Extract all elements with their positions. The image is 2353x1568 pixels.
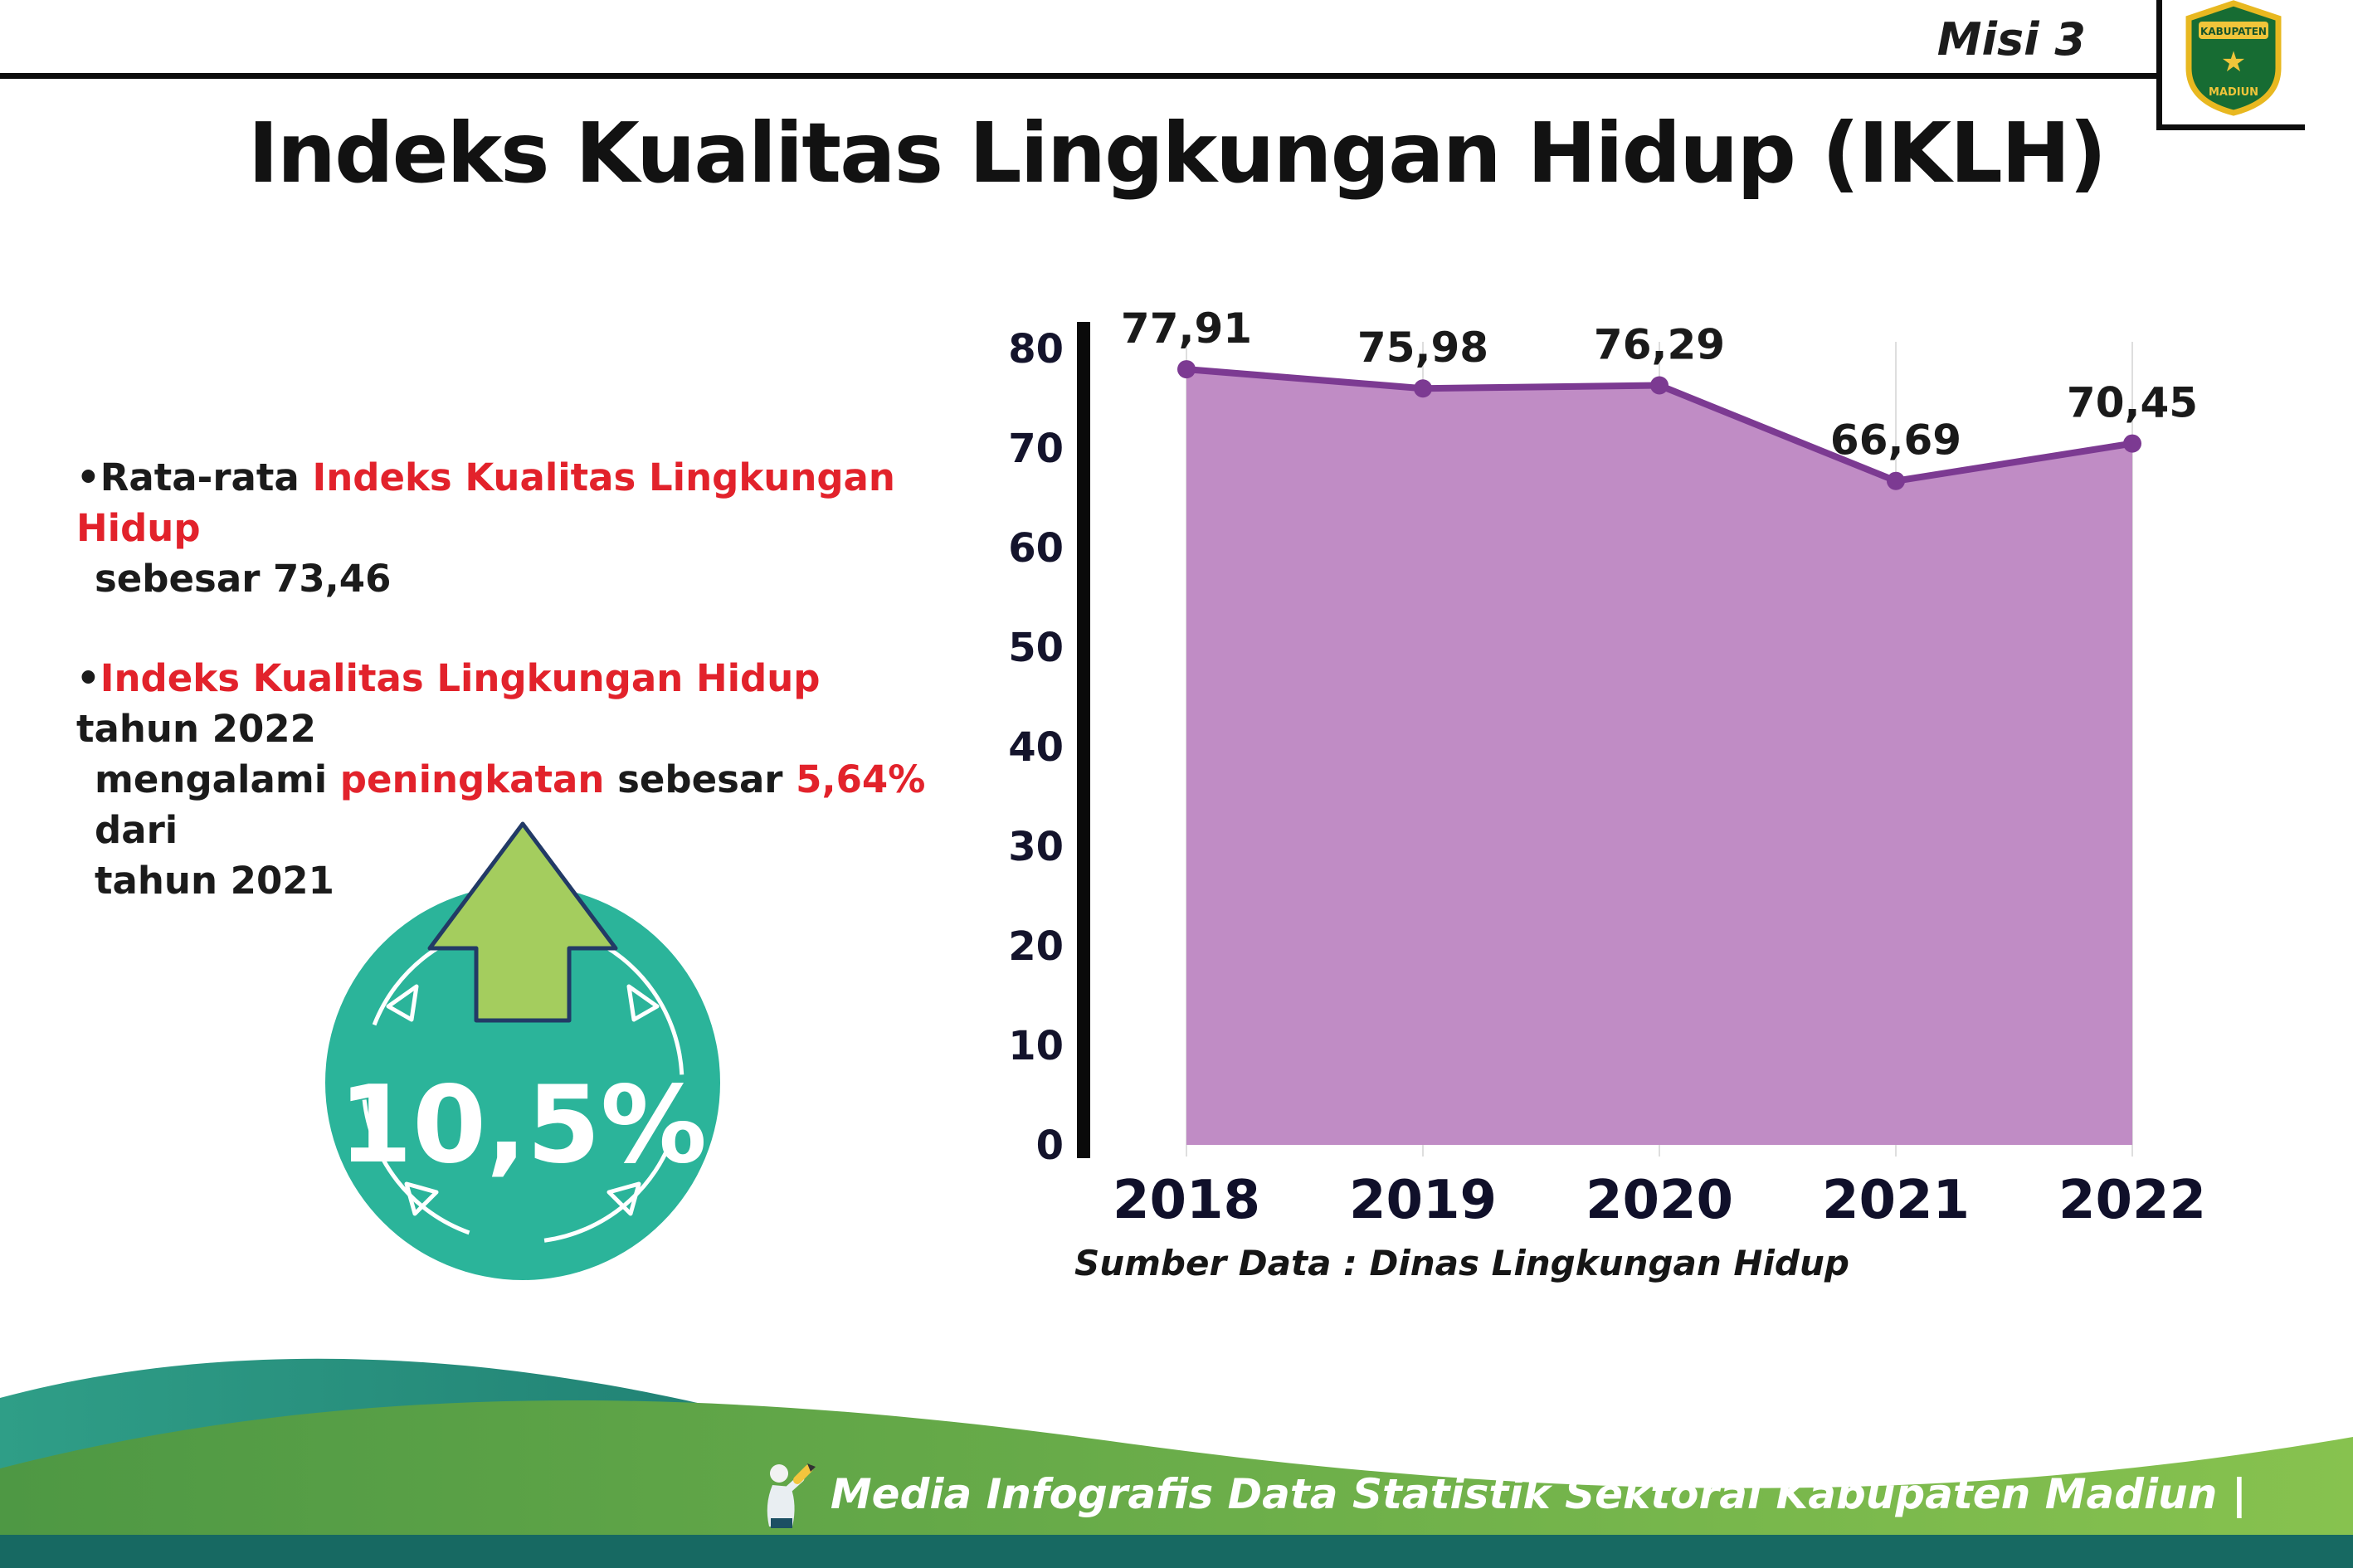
svg-text:2019: 2019 — [1349, 1170, 1497, 1231]
badge-ring — [361, 921, 684, 1244]
svg-text:60: 60 — [1008, 525, 1064, 572]
svg-text:80: 80 — [1008, 326, 1064, 373]
svg-text:70,45: 70,45 — [2067, 379, 2198, 427]
credit-text: Media Infografis Data Statistik Sektoral… — [830, 1470, 2247, 1518]
bullet-increase-iklh: •Indeks Kualitas Lingkungan Hidup tahun … — [76, 655, 926, 903]
svg-text:2022: 2022 — [2058, 1170, 2206, 1231]
svg-text:30: 30 — [1008, 824, 1064, 870]
svg-text:2020: 2020 — [1586, 1170, 1733, 1231]
increase-badge-graphic: 10,5% — [325, 821, 720, 1280]
up-arrow-icon — [427, 821, 618, 1023]
svg-text:77,91: 77,91 — [1121, 304, 1252, 353]
logo-shield-icon: KABUPATEN ★ MADIUN — [2185, 0, 2282, 116]
chart-source: Sumber Data : Dinas Lingkungan Hidup — [1074, 1243, 1849, 1283]
badge-triangle-icon — [607, 1181, 641, 1216]
footer-wave-green — [0, 1400, 2353, 1568]
area-fill — [1186, 369, 2132, 1145]
value-labels: 77,91 75,98 76,29 66,69 70,45 — [1121, 304, 2198, 465]
page-title: Indeks Kualitas Lingkungan Hidup (IKLH) — [247, 105, 2107, 202]
svg-text:75,98: 75,98 — [1357, 324, 1488, 372]
svg-text:10: 10 — [1008, 1023, 1064, 1069]
svg-text:2021: 2021 — [1822, 1170, 1970, 1231]
iklh-area-chart: 0 10 20 30 40 50 60 70 80 77,91 75,98 76,29 66,69 70,… — [1008, 304, 2206, 1231]
svg-text:0: 0 — [1036, 1122, 1064, 1169]
svg-text:2018: 2018 — [1113, 1170, 1260, 1231]
badge-triangle-icon — [626, 984, 660, 1022]
logo-text-madiun: MADIUN — [2209, 86, 2258, 99]
mascot-icon — [767, 1463, 816, 1528]
misi-label: Misi 3 — [1936, 13, 2086, 66]
iklh-chart: 0 10 20 30 40 50 60 70 80 77,91 75,98 76,29 66,69 70,… — [979, 299, 2307, 1253]
key-findings: •Rata-rata Indeks Kualitas Lingkungan Hi… — [76, 452, 956, 955]
increase-badge: 10,5% — [290, 809, 755, 1302]
svg-text:40: 40 — [1008, 724, 1064, 771]
logo-star-icon: ★ — [2221, 46, 2246, 79]
kabupaten-madiun-logo: KABUPATEN ★ MADIUN — [2156, 0, 2305, 130]
bullet-marker: • — [76, 455, 100, 499]
badge-triangle-icon — [404, 1181, 439, 1216]
y-tick-labels: 0 10 20 30 40 50 60 70 80 — [1008, 326, 1064, 1169]
badge-triangle-icon — [386, 984, 419, 1022]
svg-text:76,29: 76,29 — [1594, 321, 1725, 369]
y-axis — [1077, 322, 1090, 1158]
svg-text:70: 70 — [1008, 426, 1064, 472]
top-rule — [0, 73, 2161, 79]
badge-value: 10,5% — [339, 1064, 707, 1187]
svg-text:66,69: 66,69 — [1830, 416, 1961, 465]
footer-credit: Media Infografis Data Statistik Sektoral… — [756, 1458, 2247, 1530]
bullet-average-iklh: •Rata-rata Indeks Kualitas Lingkungan Hi… — [76, 455, 895, 601]
bullet-marker: • — [76, 655, 100, 700]
logo-text-kabupaten: KABUPATEN — [2200, 26, 2267, 37]
footer-waves — [0, 1358, 2353, 1568]
data-points — [1177, 360, 2141, 490]
badge-circle — [325, 885, 720, 1280]
svg-text:20: 20 — [1008, 923, 1064, 970]
svg-text:50: 50 — [1008, 625, 1064, 671]
footer-bottom-strip — [0, 1535, 2353, 1568]
x-tick-labels: 2018 2019 2020 2021 2022 — [1113, 1170, 2206, 1231]
